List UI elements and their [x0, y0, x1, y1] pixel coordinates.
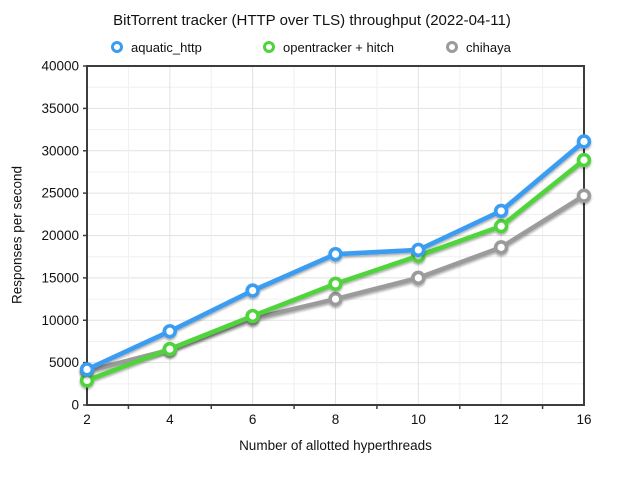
data-point [328, 291, 343, 307]
x-axis-tick-label: 2 [83, 412, 91, 427]
data-point [328, 276, 343, 292]
data-point [576, 134, 592, 149]
data-point [493, 203, 509, 219]
legend-label-aquatic-http: aquatic_http [131, 39, 202, 55]
chihaya-marker-icon [446, 41, 458, 53]
data-point [162, 324, 178, 339]
x-axis-tick-label: 8 [332, 412, 340, 427]
data-point [411, 270, 426, 286]
legend-item-aquatic-http: aquatic_http [111, 39, 202, 55]
chart-title: BitTorrent tracker (HTTP over TLS) throu… [113, 12, 511, 29]
legend-label-opentracker-hitch: opentracker + hitch [283, 39, 394, 55]
x-axis-tick-label: 4 [166, 412, 174, 427]
x-axis-tick-label: 10 [411, 412, 426, 427]
y-axis-tick-label: 0 [71, 398, 79, 413]
x-axis-tick-label: 6 [249, 412, 257, 427]
data-point [328, 246, 343, 262]
data-point [493, 240, 509, 255]
data-point [79, 362, 95, 377]
series-opentracker-hitch [79, 152, 592, 388]
y-axis-tick-label: 20000 [41, 228, 79, 243]
data-point [162, 341, 178, 357]
aquatic-http-marker-icon [111, 41, 123, 53]
y-axis-tick-label: 40000 [41, 59, 79, 74]
x-axis-tick-label: 16 [576, 412, 591, 427]
x-axis-title: Number of allotted hyperthreads [239, 438, 432, 453]
y-axis-tick-label: 35000 [41, 101, 79, 116]
y-axis-tick-label: 10000 [41, 313, 79, 328]
y-axis-tick-label: 25000 [41, 186, 79, 201]
data-point [411, 242, 426, 258]
legend-label-chihaya: chihaya [466, 39, 511, 55]
opentracker-hitch-marker-icon [263, 41, 275, 53]
x-axis-tick-label: 12 [494, 412, 509, 427]
legend-item-opentracker-hitch: opentracker + hitch [263, 39, 394, 55]
data-point [245, 283, 260, 298]
y-axis-tick-label: 30000 [41, 143, 79, 158]
y-axis-tick-label: 5000 [49, 355, 79, 370]
legend-item-chihaya: chihaya [446, 39, 511, 55]
data-point [493, 218, 509, 234]
data-point [576, 188, 592, 203]
y-axis-tick-label: 15000 [41, 270, 79, 285]
data-point [576, 152, 592, 168]
data-point [79, 373, 95, 388]
series-aquatic-http [79, 134, 592, 377]
data-point [245, 308, 260, 324]
